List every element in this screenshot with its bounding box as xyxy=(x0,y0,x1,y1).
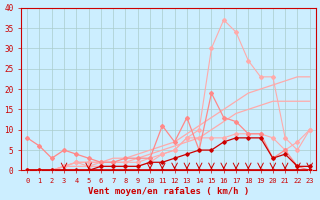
X-axis label: Vent moyen/en rafales ( km/h ): Vent moyen/en rafales ( km/h ) xyxy=(88,187,249,196)
